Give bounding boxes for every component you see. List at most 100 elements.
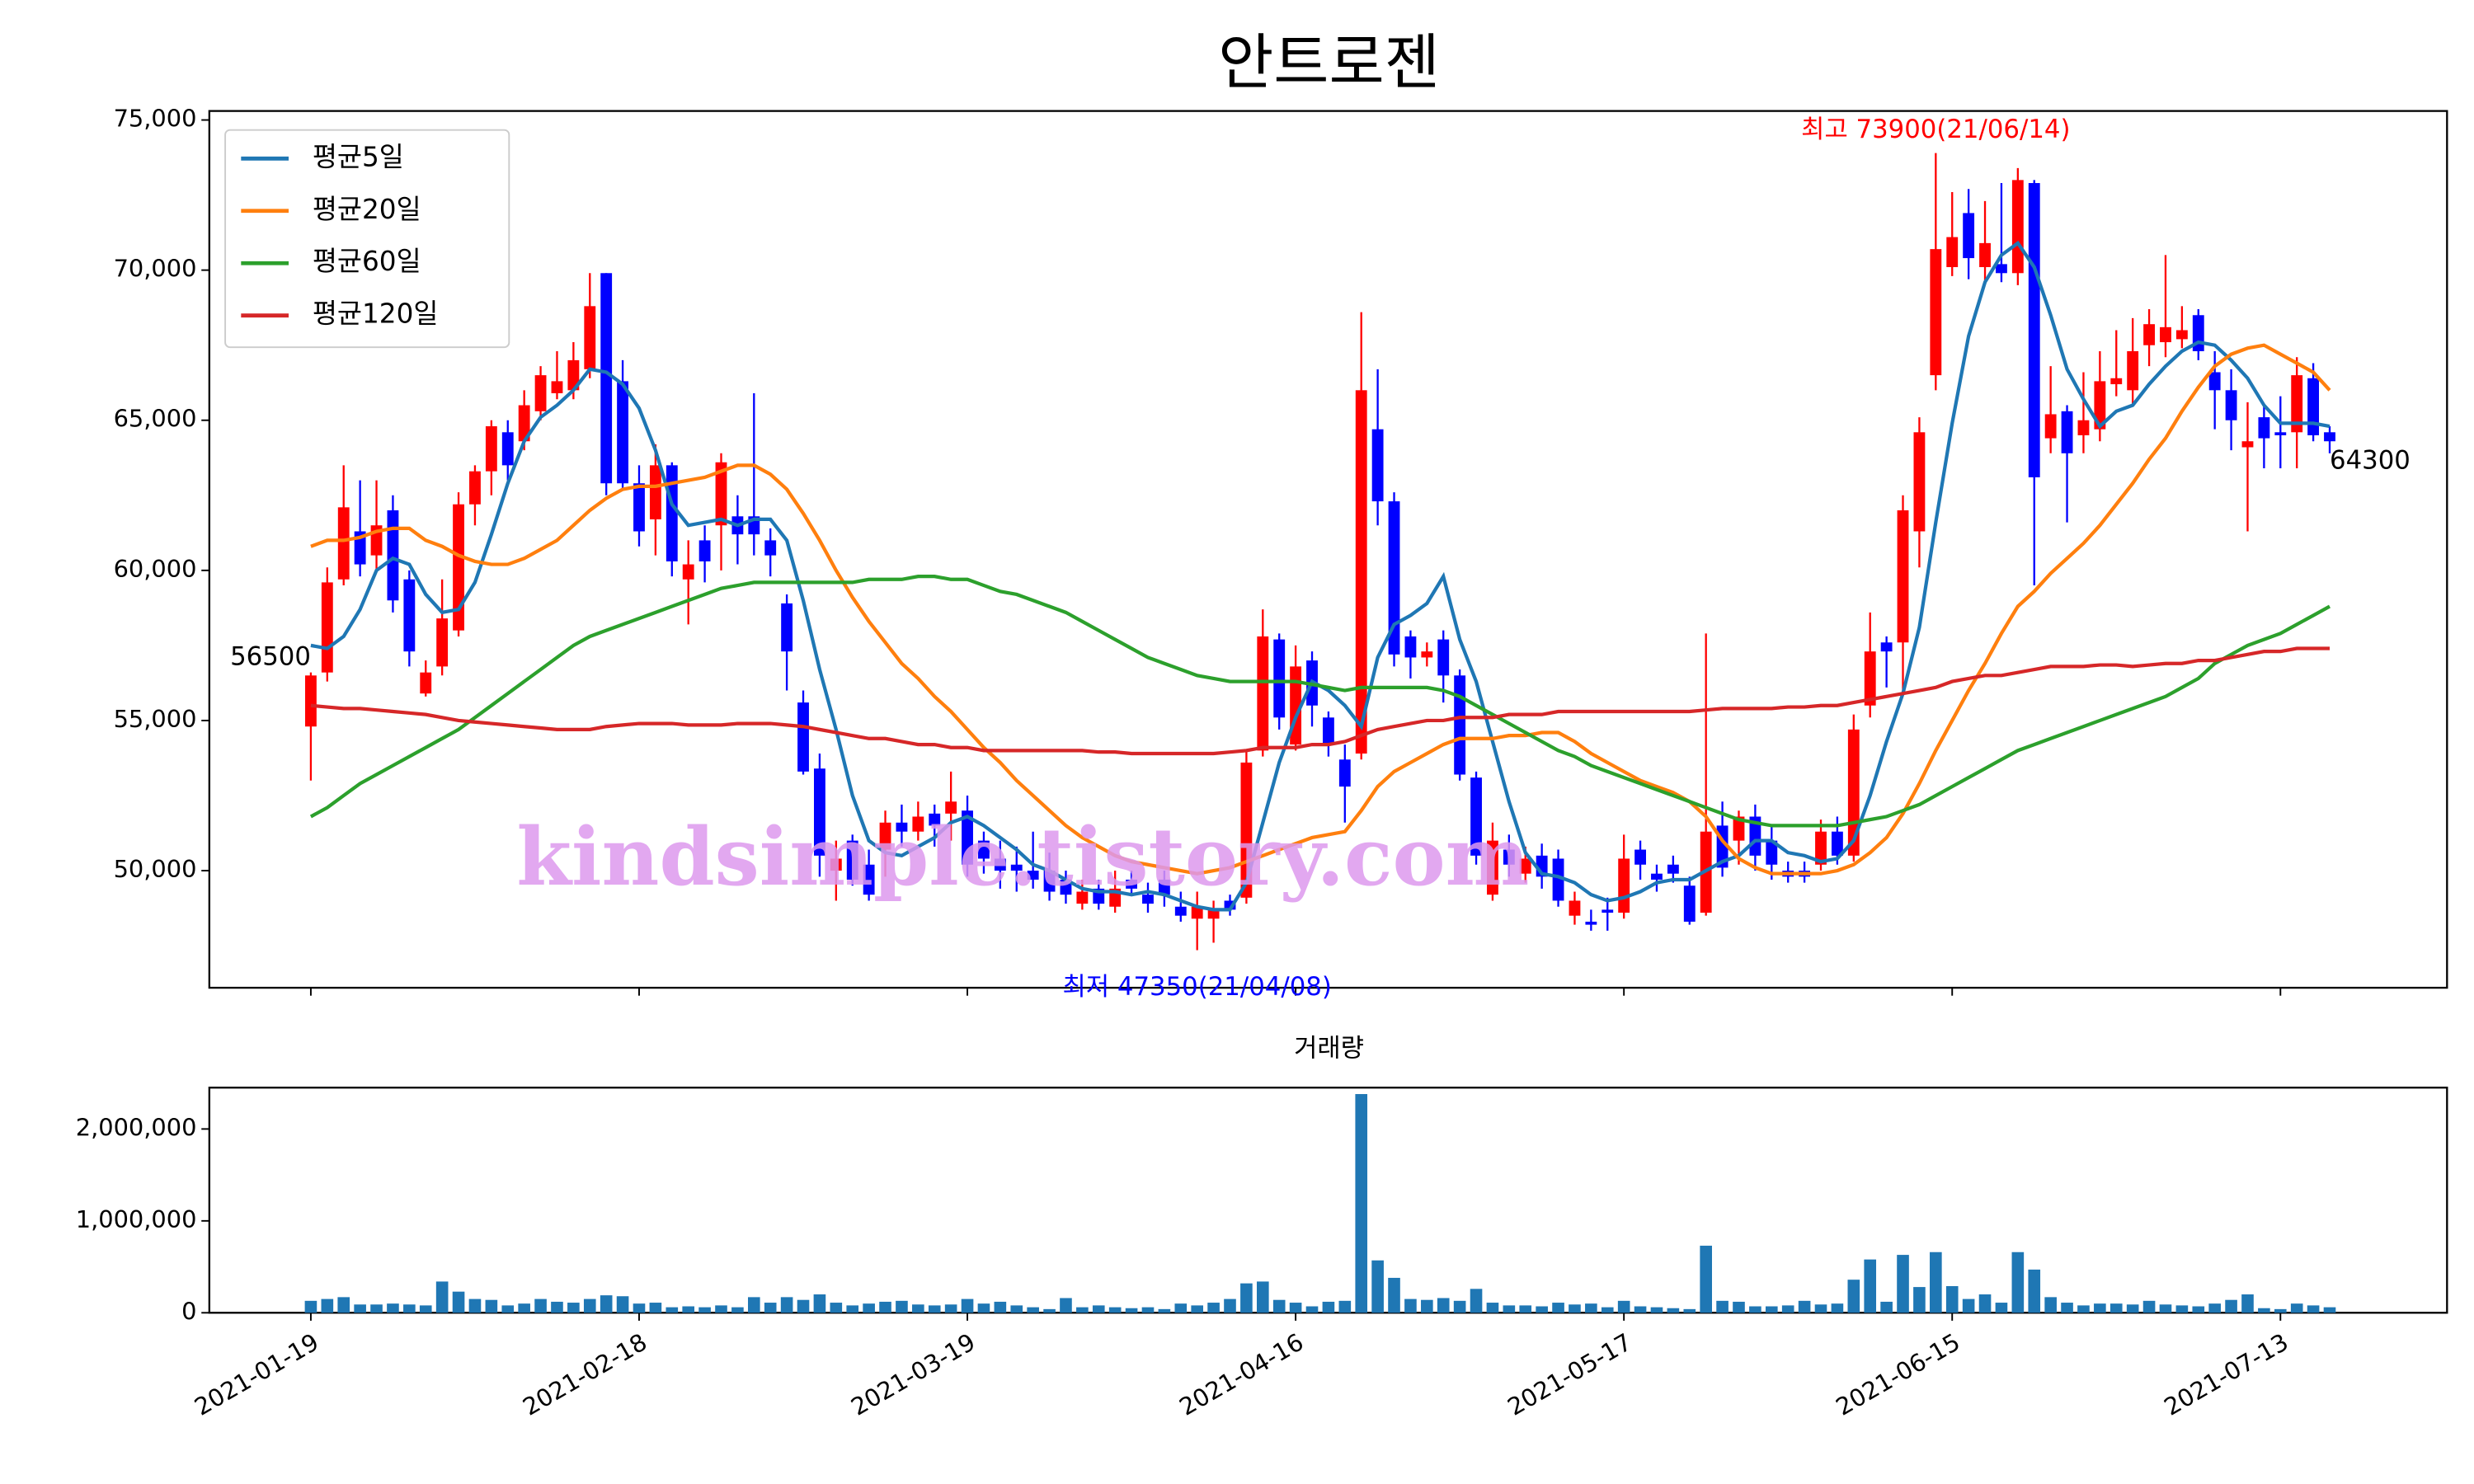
chart-title: 안트로젠 [1218, 28, 1440, 98]
candle-body [1913, 432, 1926, 532]
legend-box [224, 129, 510, 349]
candle-body [2225, 390, 2237, 420]
candle-body [2175, 330, 2188, 340]
candle-body [2011, 180, 2024, 274]
moving-average-line [309, 575, 2331, 828]
volume-bar [666, 1307, 679, 1313]
candle-body [1487, 840, 1498, 895]
volume-bar [1503, 1305, 1516, 1313]
candle-body [978, 840, 990, 859]
candle-body [1421, 651, 1433, 658]
volume-bar [616, 1296, 629, 1313]
candle-body [1454, 675, 1466, 775]
volume-bar [1272, 1299, 1286, 1313]
volume-bar [2077, 1305, 2090, 1313]
candle-body [1273, 639, 1286, 718]
candle-body [600, 273, 613, 484]
min-annotation: 최저 47350(21/04/08) [1063, 972, 1332, 1002]
volume-bar [1814, 1304, 1827, 1313]
candle-body [1503, 849, 1515, 865]
candle-body [929, 813, 941, 826]
volume-bar [780, 1297, 793, 1313]
volume-bar [1388, 1277, 1400, 1313]
candle-body [2258, 417, 2270, 439]
candle-body [1651, 873, 1663, 880]
volume-bar [2290, 1303, 2303, 1313]
volume-bar [2175, 1305, 2189, 1313]
y-tick-label: 75,000 [114, 105, 197, 133]
candle-body [1683, 885, 1696, 922]
candle-body [1174, 906, 1187, 916]
candle-body [501, 432, 514, 466]
volume-bar [1585, 1303, 1597, 1313]
legend-label: 평균120일 [313, 298, 439, 330]
volume-bar [1617, 1300, 1630, 1313]
volume-bar [1240, 1283, 1253, 1313]
y-tick-label: 70,000 [114, 255, 197, 283]
candle-body [2028, 183, 2040, 477]
candle-body [797, 702, 809, 772]
volume-bar [2258, 1308, 2270, 1313]
volume-bar [1798, 1300, 1811, 1313]
volume-bar [435, 1281, 449, 1313]
volume-bar [567, 1303, 580, 1313]
volume-bar [896, 1300, 908, 1313]
volume-bar [1060, 1298, 1072, 1313]
volume-bar [501, 1305, 515, 1313]
volume-bar [1322, 1301, 1335, 1313]
volume-bar [1076, 1307, 1089, 1313]
volume-bar [944, 1304, 957, 1313]
candle-body [1437, 639, 1450, 676]
volume-bar [698, 1307, 711, 1313]
volume-bar [879, 1301, 891, 1313]
volume-bar [1453, 1300, 1466, 1313]
volume-bar [600, 1295, 613, 1313]
candle-body [1207, 909, 1220, 919]
candle-body [1388, 501, 1400, 655]
y-tick-label: 50,000 [114, 855, 197, 883]
volume-bar [1700, 1245, 1712, 1313]
volume-bar [1092, 1305, 1105, 1313]
y-tick-label: 55,000 [114, 705, 197, 733]
volume-bar [2208, 1303, 2221, 1313]
candle-body [945, 801, 957, 814]
candle-body [2094, 381, 2106, 430]
volume-bar [1847, 1280, 1860, 1313]
volume-bar [370, 1304, 383, 1313]
volume-bar [1536, 1306, 1548, 1313]
volume-bar [1421, 1299, 1433, 1313]
y-tick-label: 65,000 [114, 405, 197, 433]
candle-body [715, 462, 727, 526]
volume-bar [1831, 1303, 1844, 1313]
volume-bar [1913, 1287, 1926, 1313]
volume-title: 거래량 [1294, 1034, 1364, 1064]
volume-bar [2274, 1308, 2287, 1313]
volume-bar [682, 1306, 695, 1313]
candle-body [764, 540, 777, 556]
volume-bar [1043, 1308, 1056, 1313]
last-close-label: 64300 [2330, 446, 2411, 476]
volume-bar [1781, 1305, 1794, 1313]
candle-body [2110, 378, 2123, 385]
volume-bar [977, 1303, 990, 1313]
volume-bar [1650, 1307, 1663, 1313]
legend-label: 평균5일 [313, 141, 404, 172]
volume-bar [452, 1291, 465, 1313]
candle-body [1224, 900, 1236, 910]
volume-bar [1765, 1306, 1778, 1313]
volume-bar [2142, 1300, 2156, 1313]
candle-body [1634, 849, 1646, 865]
candle-body [2208, 372, 2221, 391]
candle-body [2061, 411, 2073, 453]
volume-bar [1667, 1308, 1680, 1313]
candle-body [518, 405, 530, 442]
candle-body [1880, 642, 1893, 652]
candle-body [1946, 237, 1959, 267]
candle-body [1142, 895, 1154, 904]
candle-body [1404, 636, 1417, 658]
candle-body [1257, 636, 1269, 751]
y-tick-label: 2,000,000 [76, 1113, 197, 1141]
volume-bar [1158, 1308, 1171, 1313]
candle-body [1831, 831, 1843, 856]
volume-bar [2061, 1303, 2073, 1313]
